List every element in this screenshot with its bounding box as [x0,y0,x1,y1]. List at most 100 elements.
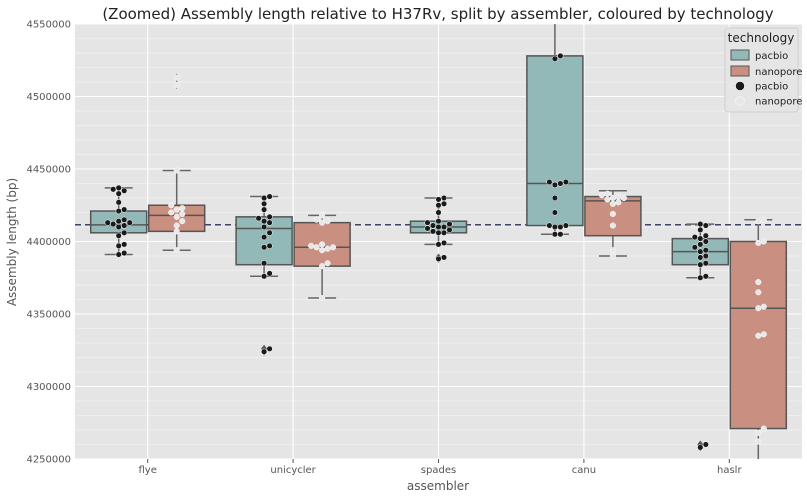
point-pacbio [702,247,709,254]
point-pacbio [697,235,704,242]
point-pacbio [115,218,122,225]
point-nanopore [319,241,326,248]
point-pacbio [440,200,448,207]
point-pacbio [261,218,268,225]
point-pacbio [546,179,553,186]
legend-marker-nanopore [735,96,745,106]
point-nanopore [760,331,767,338]
point-nanopore [609,222,616,229]
legend-marker-pacbio [735,81,745,91]
y-tick-label: 4450000 [26,165,71,176]
point-pacbio [266,345,273,352]
legend-swatch-nanopore [730,65,750,77]
point-nanopore [755,305,762,312]
point-pacbio [121,229,128,236]
point-pacbio [261,206,268,213]
point-nanopore [308,242,315,249]
points [104,52,767,451]
point-nanopore [604,196,611,203]
point-pacbio [435,209,442,216]
point-pacbio [697,248,704,255]
point-pacbio [435,241,442,248]
point-nanopore [760,425,767,432]
point-nanopore [319,212,326,219]
point-nanopore [755,279,762,286]
point-pacbio [691,244,698,251]
y-tick-label: 4500000 [26,92,71,103]
point-nanopore [173,228,180,235]
point-nanopore [179,210,186,217]
point-pacbio [266,229,273,236]
point-nanopore [760,303,767,310]
point-nanopore [755,438,762,445]
point-nanopore [330,244,337,251]
point-pacbio [261,234,268,241]
point-nanopore [755,289,762,296]
point-nanopore [179,218,186,225]
point-pacbio [557,52,564,59]
point-nanopore [755,239,762,246]
point-pacbio [551,55,558,62]
point-pacbio [424,219,431,226]
point-nanopore [615,193,622,200]
point-pacbio [115,199,122,206]
point-nanopore [760,216,767,223]
legend-label: pacbio [755,82,788,93]
point-pacbio [691,234,698,241]
point-nanopore [173,206,180,213]
point-pacbio [435,223,442,231]
point-pacbio [551,209,558,216]
point-pacbio [551,194,558,202]
point-nanopore [319,247,326,254]
axes: 4250000 4300000 4350000 4400000 4450000 45000… [26,20,742,477]
point-pacbio [261,273,268,280]
x-tick-label: unicycler [270,465,316,476]
point-pacbio [551,223,558,231]
point-pacbio [702,238,709,245]
point-pacbio [702,260,709,267]
point-pacbio [440,239,448,246]
box-canu-pacbio [526,24,584,235]
point-pacbio [697,241,704,248]
point-pacbio [424,225,431,232]
point-pacbio [115,232,122,239]
point-nanopore [168,209,175,216]
point-pacbio [126,219,133,226]
legend-title: technology [728,31,795,45]
x-tick-label: flye [139,465,157,476]
point-pacbio [435,255,442,262]
point-pacbio [702,441,709,448]
point-nanopore [755,429,762,436]
point-pacbio [562,179,569,186]
legend-swatch-pacbio [730,49,750,61]
point-pacbio [429,228,437,235]
point-nanopore [173,74,180,81]
point-nanopore [179,205,186,212]
point-pacbio [697,254,704,261]
point-pacbio [446,226,453,233]
point-pacbio [115,251,122,258]
point-nanopore [755,218,762,225]
point-nanopore [173,222,180,229]
box-haslr-nanopore [729,219,788,459]
point-pacbio [115,184,122,191]
point-pacbio [440,194,448,202]
point-pacbio [266,219,273,226]
y-tick-label: 4400000 [26,237,71,248]
point-pacbio [546,222,553,229]
chart-title: (Zoomed) Assembly length relative to H37… [102,5,773,23]
legend-label: nanopore [755,67,802,78]
point-pacbio [702,222,709,229]
point-pacbio [255,215,262,222]
point-nanopore [620,194,627,202]
point-pacbio [121,250,128,257]
point-nanopore [324,218,331,225]
point-pacbio [702,252,709,260]
point-pacbio [551,181,558,188]
point-pacbio [562,222,569,229]
point-nanopore [173,167,180,174]
point-nanopore [609,252,616,260]
point-pacbio [697,221,704,228]
point-pacbio [697,274,704,281]
x-tick-label: canu [572,465,596,476]
